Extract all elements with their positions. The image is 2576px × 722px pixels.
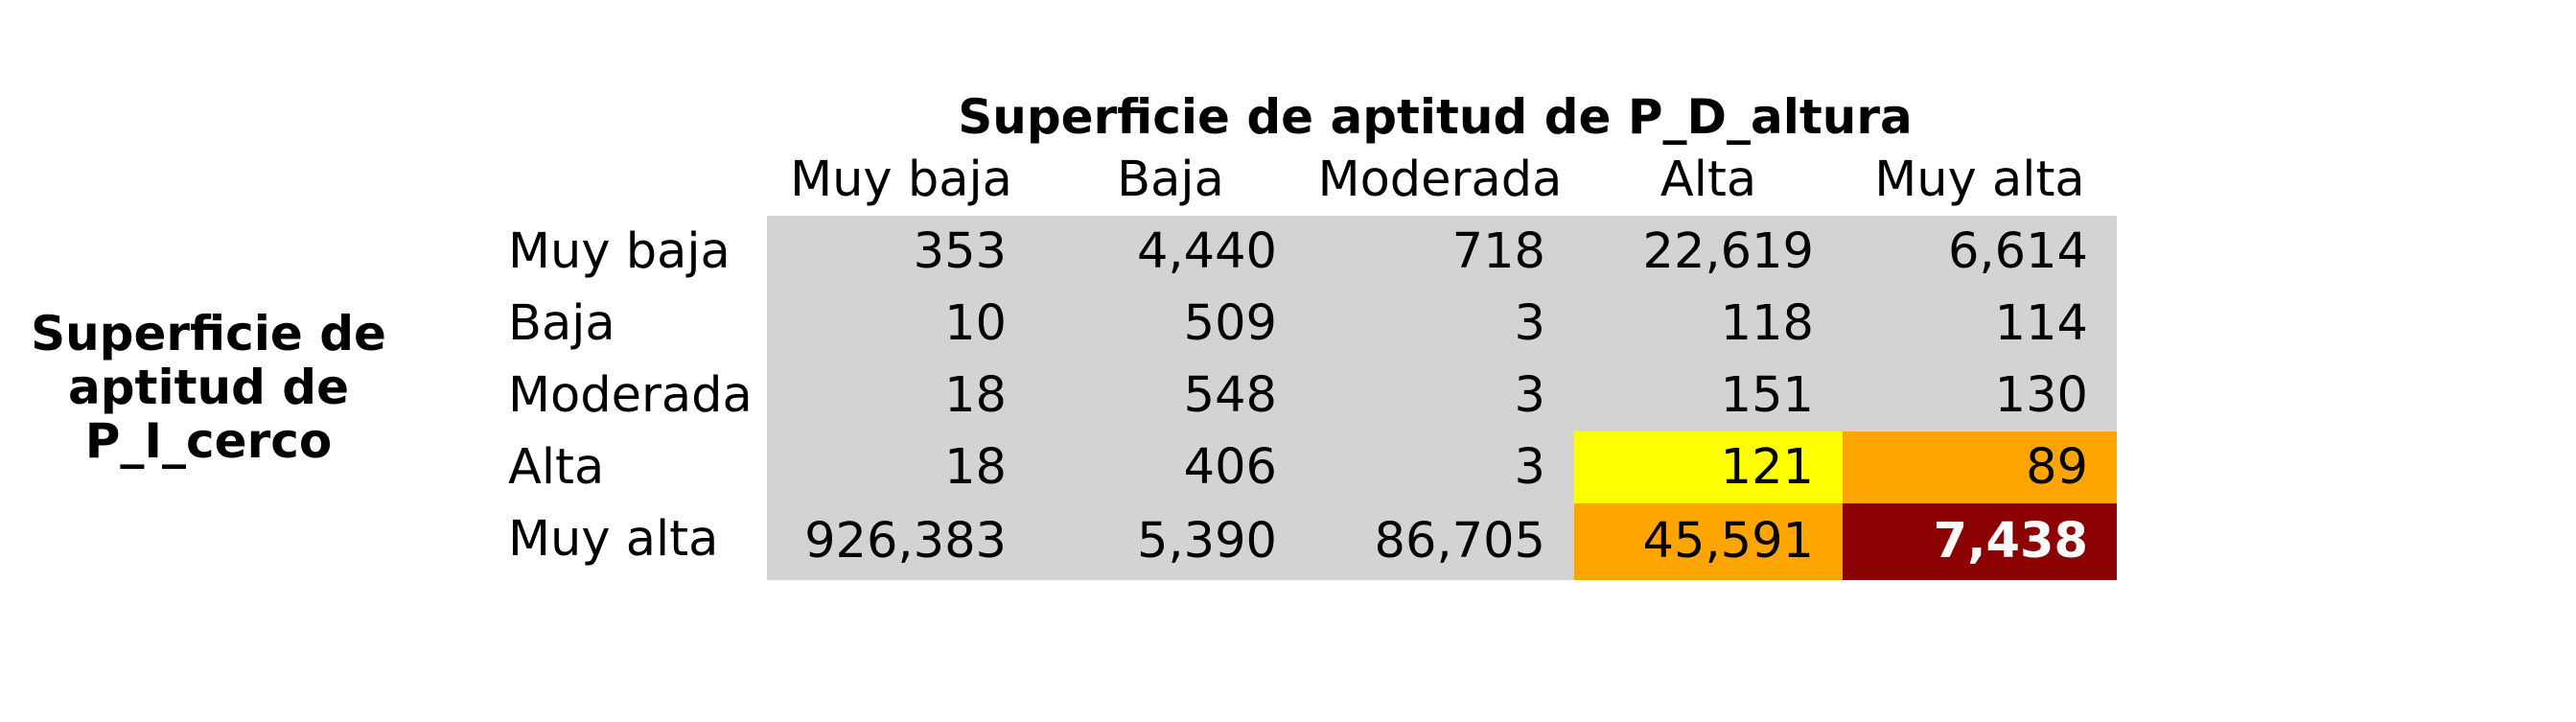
column-axis-title: Superficie de aptitud de P_D_altura [958,89,1913,145]
table-cell: 86,705 [1306,503,1574,580]
table-cell: 114 [1843,288,2117,360]
column-header: Moderada [1317,151,1563,208]
row-header: Muy alta [508,511,719,568]
table-cell: 3 [1306,431,1574,503]
table-cell: 548 [1035,360,1306,431]
table-cell: 3 [1306,360,1574,431]
column-header: Muy baja [790,151,1012,208]
row-header: Muy baja [508,223,731,280]
table-cell: 6,614 [1843,216,2117,288]
table-cell: 22,619 [1574,216,1843,288]
row-axis-title-line-2: aptitud de [68,360,349,415]
table-cell: 130 [1843,360,2117,431]
table-cell: 151 [1574,360,1843,431]
table-cell: 18 [767,360,1035,431]
table-cell: 10 [767,288,1035,360]
table-cell: 5,390 [1035,503,1306,580]
table-cell: 4,440 [1035,216,1306,288]
table-cell: 353 [767,216,1035,288]
table-cell: 118 [1574,288,1843,360]
row-header: Baja [508,295,615,352]
table-cell: 7,438 [1843,503,2117,580]
row-axis-title: Superficie de aptitud de P_I_cerco [14,307,403,468]
column-header: Baja [1117,151,1224,208]
column-header: Alta [1659,151,1757,208]
table-cell: 18 [767,431,1035,503]
row-axis-title-line-3: P_I_cerco [84,413,333,469]
table-cell: 718 [1306,216,1574,288]
table-cell: 509 [1035,288,1306,360]
table-cell: 3 [1306,288,1574,360]
row-header: Alta [508,439,605,496]
table-cell: 121 [1574,431,1843,503]
column-header: Muy alta [1874,151,2085,208]
row-header: Moderada [508,367,753,424]
table-cell: 926,383 [767,503,1035,580]
table-cell: 406 [1035,431,1306,503]
table-cell: 45,591 [1574,503,1843,580]
table-cell: 89 [1843,431,2117,503]
row-axis-title-line-1: Superficie de [31,306,386,361]
